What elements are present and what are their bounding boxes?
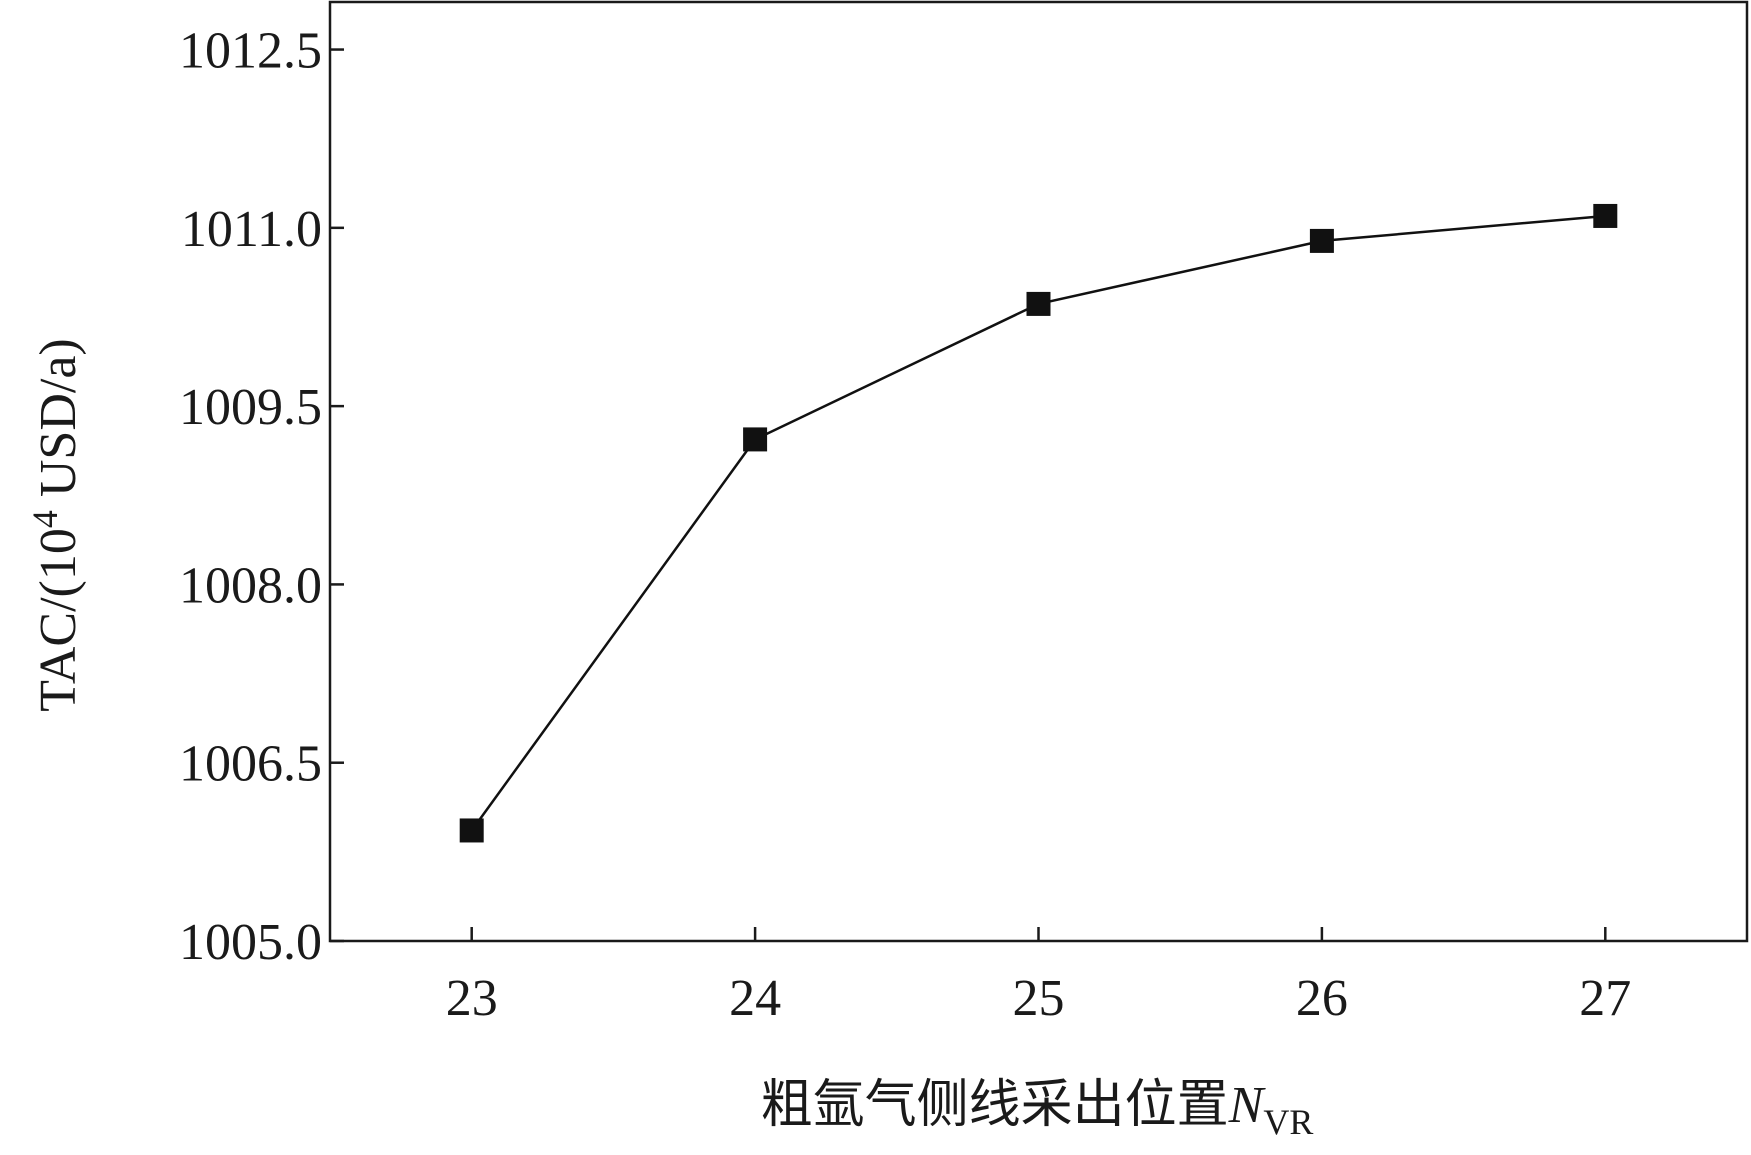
x-tick-label: 23 (446, 970, 498, 1027)
y-axis-title-suffix: USD/a) (30, 338, 87, 510)
x-tick-label: 25 (1013, 970, 1065, 1027)
x-axis-title: 粗氩气侧线采出位置NVR (761, 1077, 1314, 1142)
y-tick-label: 1006.5 (179, 736, 322, 793)
axes: 1005.0 1006.5 1008.0 1009.5 1011.0 1012.5 23 24… (179, 0, 1749, 1027)
x-tick-label: 24 (729, 970, 781, 1027)
y-tick-label: 1012.5 (179, 23, 322, 80)
x-axis-title-main: 粗氩气侧线采出位置 (761, 1077, 1229, 1134)
y-axis-title-superscript: 4 (25, 510, 65, 528)
data-point-square (1309, 228, 1334, 253)
y-tick-label: 1009.5 (179, 379, 322, 436)
plot-area (459, 203, 1618, 843)
data-point-square (1026, 291, 1051, 316)
y-axis-title-prefix: TAC/(10 (30, 528, 87, 712)
x-tick-label: 26 (1296, 970, 1348, 1027)
x-axis-title-subscript: VR (1263, 1102, 1313, 1142)
y-tick-label: 1005.0 (179, 914, 322, 971)
data-point-square (1593, 203, 1618, 228)
y-tick-label: 1011.0 (181, 201, 322, 258)
y-tick-label: 1008.0 (179, 557, 322, 614)
data-point-square (743, 427, 768, 452)
plot-frame (328, 0, 1749, 943)
y-axis-title: TAC/(104 USD/a) (25, 338, 87, 711)
x-axis-title-symbol: N (1228, 1077, 1267, 1134)
axis-labels: 粗氩气侧线采出位置NVR TAC/(104 USD/a) (25, 338, 1313, 1142)
data-point-square (459, 818, 484, 843)
x-tick-label: 27 (1579, 970, 1631, 1027)
